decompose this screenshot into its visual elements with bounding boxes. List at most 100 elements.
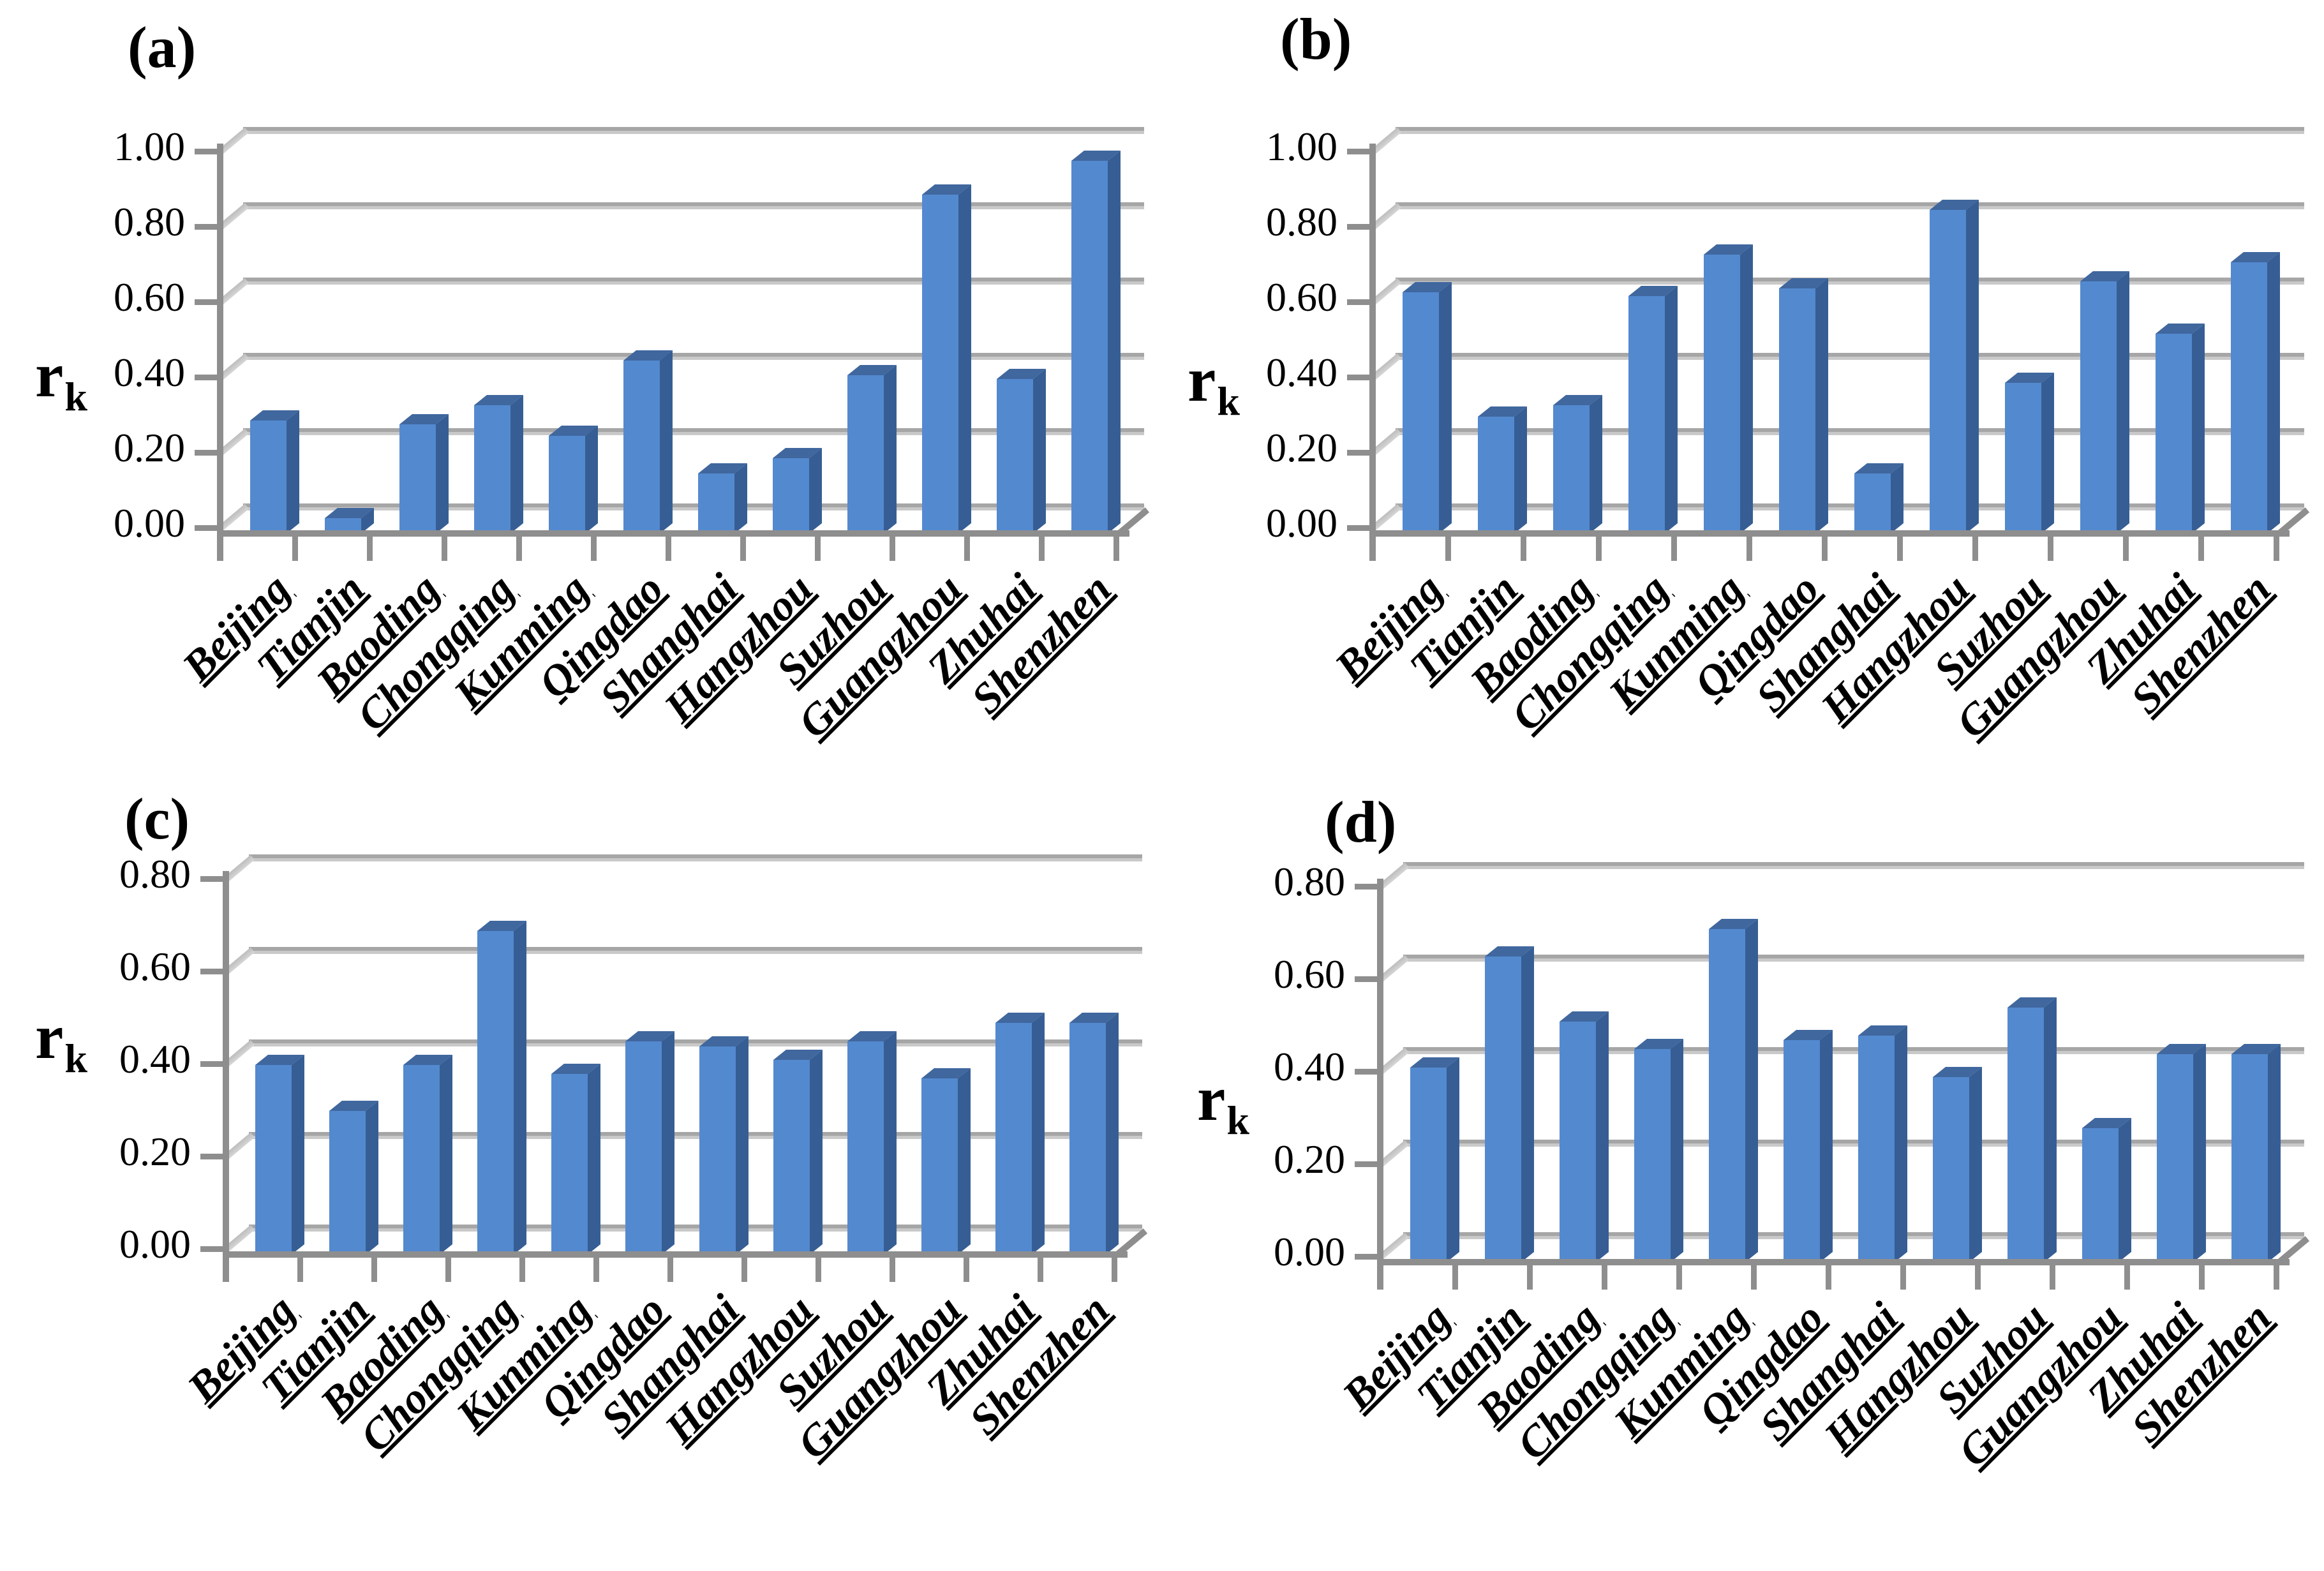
gridline [1396,353,2304,360]
x-axis-tick [1370,535,1376,561]
bar-front-face [477,931,514,1255]
bar-front-face [995,1023,1032,1255]
x-axis-tick [815,535,821,561]
x-axis-tick [292,535,298,561]
x-axis-tick [1039,535,1045,561]
bar-side-face [2119,1118,2131,1262]
bar-side-face [1895,1025,1907,1262]
bar-side-face [2041,373,2054,533]
bar-side-face [1969,1067,1982,1262]
y-tick-label: 1.00 [114,124,185,169]
bar-side-face [1033,369,1046,533]
x-axis-tick [1676,1264,1682,1290]
x-axis-tick [1975,1264,1981,1290]
y-tick-label: 0.60 [114,274,185,320]
bar-side-face [662,1031,674,1255]
bar-shenzhen [2231,1044,2281,1262]
y-tick-label: 0.00 [1274,1229,1345,1274]
x-axis-tick [593,1256,599,1282]
y-tick-label: 0.80 [119,851,191,897]
y-axis-line [1377,879,1383,1290]
x-axis-depth-stub [2277,1236,2310,1264]
gridline-depth-connector [1379,1140,1410,1166]
bar-front-face [623,361,660,533]
x-axis-tick [964,1256,969,1282]
bar-front-face [2231,1054,2268,1262]
y-axis-title-subscript: k [64,374,87,419]
gridline [243,428,1144,435]
x-axis-tick [367,535,373,561]
gridline-depth-connector [1379,862,1410,889]
y-axis-line [217,144,223,561]
bar-side-face [1671,1039,1683,1262]
x-axis-tick [2274,535,2279,561]
bar-front-face [474,405,510,533]
bar-front-face [699,1046,736,1255]
bar-side-face [1108,151,1121,534]
bar-side-face [292,1055,304,1255]
x-axis-tick [2199,1264,2205,1290]
bar-side-face [2268,1044,2281,1262]
gridline [1396,127,2304,134]
bar-shanghai [1854,463,1903,533]
y-tick-label: 0.60 [1274,951,1345,997]
bar-zhuhai [997,369,1046,533]
bar-baoding [403,1055,452,1255]
bar-side-face [588,1064,600,1255]
x-axis-tick [1751,1264,1757,1290]
panel-title: (a) [128,15,197,80]
gridline-depth-connector [219,353,250,380]
x-axis-tick [1114,535,1119,561]
y-axis-tick [200,1154,226,1159]
bar-front-face [773,458,809,533]
bar-zhuhai [2156,324,2205,533]
bar-hangzhou [773,448,822,533]
y-axis-line [1369,144,1376,561]
bar-front-face [549,436,585,533]
bar-shanghai [699,1036,749,1255]
x-axis-tick [1521,535,1526,561]
gridline-depth-connector [225,1225,255,1251]
gridline [243,503,1144,510]
bar-kunming [1709,919,1758,1262]
gridline [1396,202,2304,209]
y-tick-label: 0.40 [1266,350,1337,395]
bar-side-face [1665,286,1678,533]
gridline-depth-connector [225,947,255,974]
x-axis-tick [1378,1264,1383,1290]
bar-guangzhou [2080,271,2129,533]
bar-side-face [1447,1057,1459,1262]
y-axis-title: rk [35,1005,87,1079]
bar-side-face [1966,200,1979,534]
bar-front-face [1704,255,1740,533]
x-axis-tick [1596,535,1602,561]
bar-side-face [1820,1030,1833,1262]
bar-kunming [1704,244,1753,533]
gridline-depth-connector [1379,1232,1410,1259]
gridline [249,1039,1142,1046]
bar-front-face [1779,288,1815,533]
bar-side-face [440,1055,452,1255]
bar-shenzhen [1071,151,1121,534]
bar-side-face [2044,997,2057,1262]
x-axis-tick [1897,535,1903,561]
bar-side-face [884,1031,897,1255]
y-axis-tick [1347,224,1373,230]
y-axis-tick [195,299,220,305]
x-axis-tick [2274,1264,2279,1290]
gridline [249,854,1142,861]
bar-hangzhou [1933,1067,1982,1262]
y-axis-title-base: r [35,339,64,410]
bar-front-face [403,1065,440,1255]
bar-zhuhai [2157,1044,2206,1262]
y-axis-tick [195,149,220,154]
y-tick-label: 0.20 [1274,1136,1345,1182]
y-axis-tick [1347,450,1373,456]
x-axis-depth-stub [1115,1228,1148,1256]
gridline [249,947,1142,954]
bar-tianjin [1478,406,1527,533]
bar-suzhou [847,1031,897,1255]
bar-front-face [250,421,287,533]
bar-side-face [2193,1044,2206,1262]
gridline-depth-connector [1371,353,1402,380]
